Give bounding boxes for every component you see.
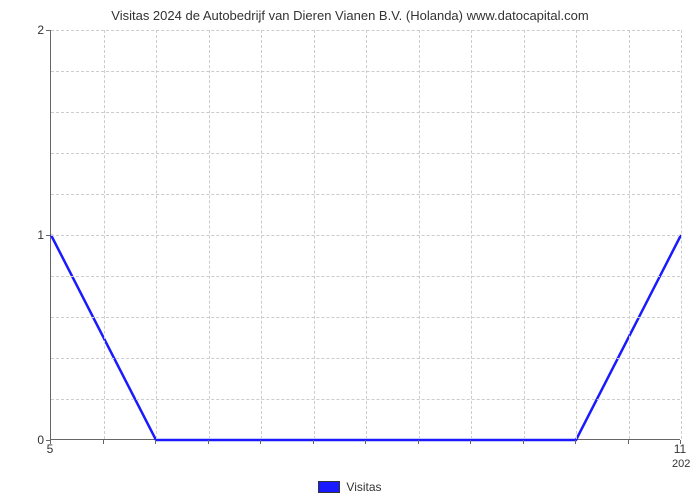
grid-v [156, 30, 157, 439]
x-tick-mark [260, 440, 261, 444]
grid-v [209, 30, 210, 439]
legend: Visitas [0, 480, 700, 494]
grid-v [314, 30, 315, 439]
grid-v [366, 30, 367, 439]
x-tick-mark [680, 440, 681, 444]
y-tick-label: 1 [0, 228, 44, 242]
legend-swatch [318, 481, 340, 493]
x-tick-mark [628, 440, 629, 444]
x-tick-mark [575, 440, 576, 444]
y-tick-label: 0 [0, 433, 44, 447]
x-tick-mark [208, 440, 209, 444]
x-tick-mark [103, 440, 104, 444]
chart-title: Visitas 2024 de Autobedrijf van Dieren V… [0, 8, 700, 23]
x-tick-mark [365, 440, 366, 444]
x-tick-mark [313, 440, 314, 444]
x-tick-mark [50, 440, 51, 444]
x-tick-label-right: 11 [674, 442, 686, 456]
x-tick-mark [418, 440, 419, 444]
grid-v [524, 30, 525, 439]
x-tick-mark [523, 440, 524, 444]
y-tick-mark [46, 30, 50, 31]
grid-v [576, 30, 577, 439]
x-tick-label-left: 5 [47, 442, 54, 456]
legend-label: Visitas [346, 480, 381, 494]
grid-v [419, 30, 420, 439]
y-tick-label: 2 [0, 23, 44, 37]
grid-v [261, 30, 262, 439]
x-tick-mark [155, 440, 156, 444]
x-tick-mark [470, 440, 471, 444]
grid-v [104, 30, 105, 439]
grid-v [681, 30, 682, 439]
grid-v [471, 30, 472, 439]
x-sublabel-right: 202 [672, 458, 690, 470]
y-tick-mark [46, 235, 50, 236]
chart-plot-area [50, 30, 680, 440]
grid-v [629, 30, 630, 439]
